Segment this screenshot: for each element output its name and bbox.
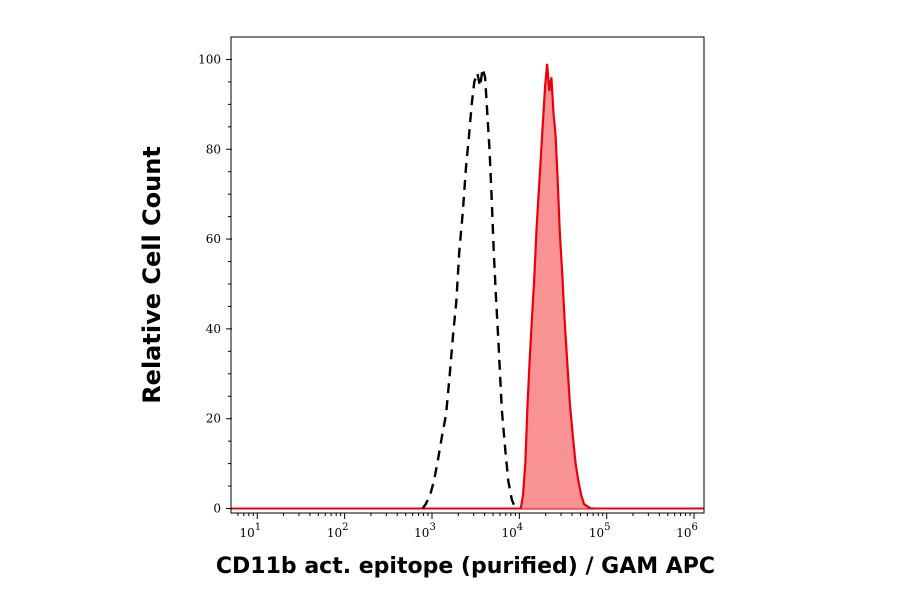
y-tick-label: 80	[206, 142, 221, 156]
stained-histogram-fill	[520, 63, 595, 509]
y-tick-label: 0	[213, 502, 221, 516]
x-tick-label: 104	[502, 522, 524, 540]
y-tick-label: 20	[206, 412, 221, 426]
plot-frame	[230, 36, 705, 514]
y-tick-label: 100	[198, 52, 221, 66]
y-tick-label: 60	[206, 232, 221, 246]
x-tick-label: 105	[589, 522, 611, 540]
x-tick-label: 101	[239, 522, 261, 540]
y-tick-label: 40	[206, 322, 221, 336]
x-tick-label: 102	[327, 522, 349, 540]
x-tick-label: 103	[414, 522, 436, 540]
control-histogram-line	[421, 68, 517, 510]
y-axis-title: Relative Cell Count	[138, 146, 166, 404]
x-axis-title: CD11b act. epitope (purified) / GAM APC	[216, 554, 715, 579]
stained-histogram-line	[519, 63, 595, 510]
x-tick-label: 106	[676, 522, 698, 540]
